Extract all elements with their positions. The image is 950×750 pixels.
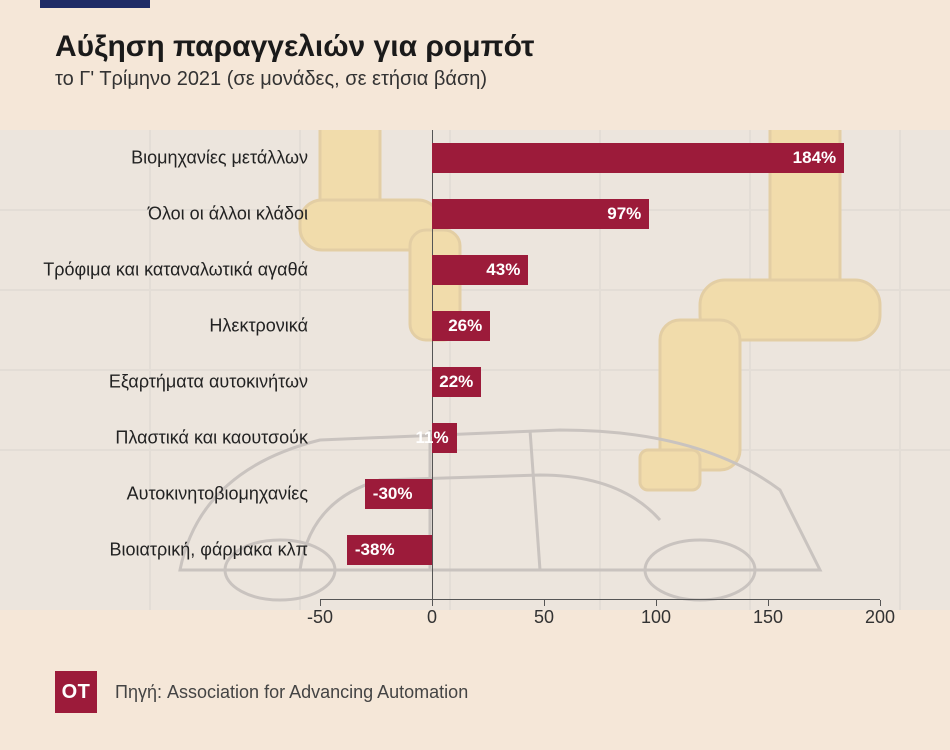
bar (432, 143, 844, 173)
category-label: Εξαρτήματα αυτοκινήτων (40, 372, 308, 393)
category-label: Αυτοκινητοβιομηχανίες (40, 484, 308, 505)
x-tick-mark (544, 600, 545, 606)
bar-value-label: -38% (355, 540, 395, 560)
chart-card: Αύξηση παραγγελιών για ρομπότ το Γ' Τρίμ… (10, 0, 940, 750)
bar-value-label: 43% (486, 260, 520, 280)
x-tick-label: 200 (865, 607, 895, 628)
x-tick-label: 50 (534, 607, 554, 628)
chart-subtitle: το Γ' Τρίμηνο 2021 (σε μονάδες, σε ετήσι… (55, 68, 487, 91)
x-axis-line (320, 599, 880, 600)
category-label: Ηλεκτρονικά (40, 316, 308, 337)
chart-area: -50 0 50 100 150 200 184% 97% 43% 26% 22% 11% -30% -3… (40, 130, 910, 630)
x-tick-label: 100 (641, 607, 671, 628)
bar-value-label: 97% (607, 204, 641, 224)
category-label: Πλαστικά και καουτσούκ (40, 428, 308, 449)
bar-value-label: 22% (439, 372, 473, 392)
bar-value-label: 184% (793, 148, 836, 168)
x-tick-mark (768, 600, 769, 606)
bar-value-label: -30% (373, 484, 413, 504)
x-tick-mark (880, 600, 881, 606)
x-tick-label: 150 (753, 607, 783, 628)
bar-value-label: 11% (416, 428, 449, 448)
x-tick-label: -50 (307, 607, 333, 628)
x-tick-label: 0 (427, 607, 437, 628)
plot-area: -50050100150200184%97%43%26%22%11%-30%-3… (320, 130, 880, 600)
chart-title: Αύξηση παραγγελιών για ρομπότ (55, 30, 534, 64)
category-label: Όλοι οι άλλοι κλάδοι (40, 204, 308, 225)
x-tick-mark (432, 600, 433, 606)
logo-badge: OT (55, 671, 97, 713)
category-label: Βιοιατρική, φάρμακα κλπ (40, 540, 308, 561)
x-tick-mark (656, 600, 657, 606)
accent-bar (40, 0, 150, 8)
category-label: Τρόφιμα και καταναλωτικά αγαθά (40, 260, 308, 281)
source-text: Πηγή: Association for Advancing Automati… (115, 682, 468, 703)
footer: OT Πηγή: Association for Advancing Autom… (55, 668, 895, 716)
category-label: Βιομηχανίες μετάλλων (40, 148, 308, 169)
x-tick-mark (320, 600, 321, 606)
bar-value-label: 26% (448, 316, 482, 336)
